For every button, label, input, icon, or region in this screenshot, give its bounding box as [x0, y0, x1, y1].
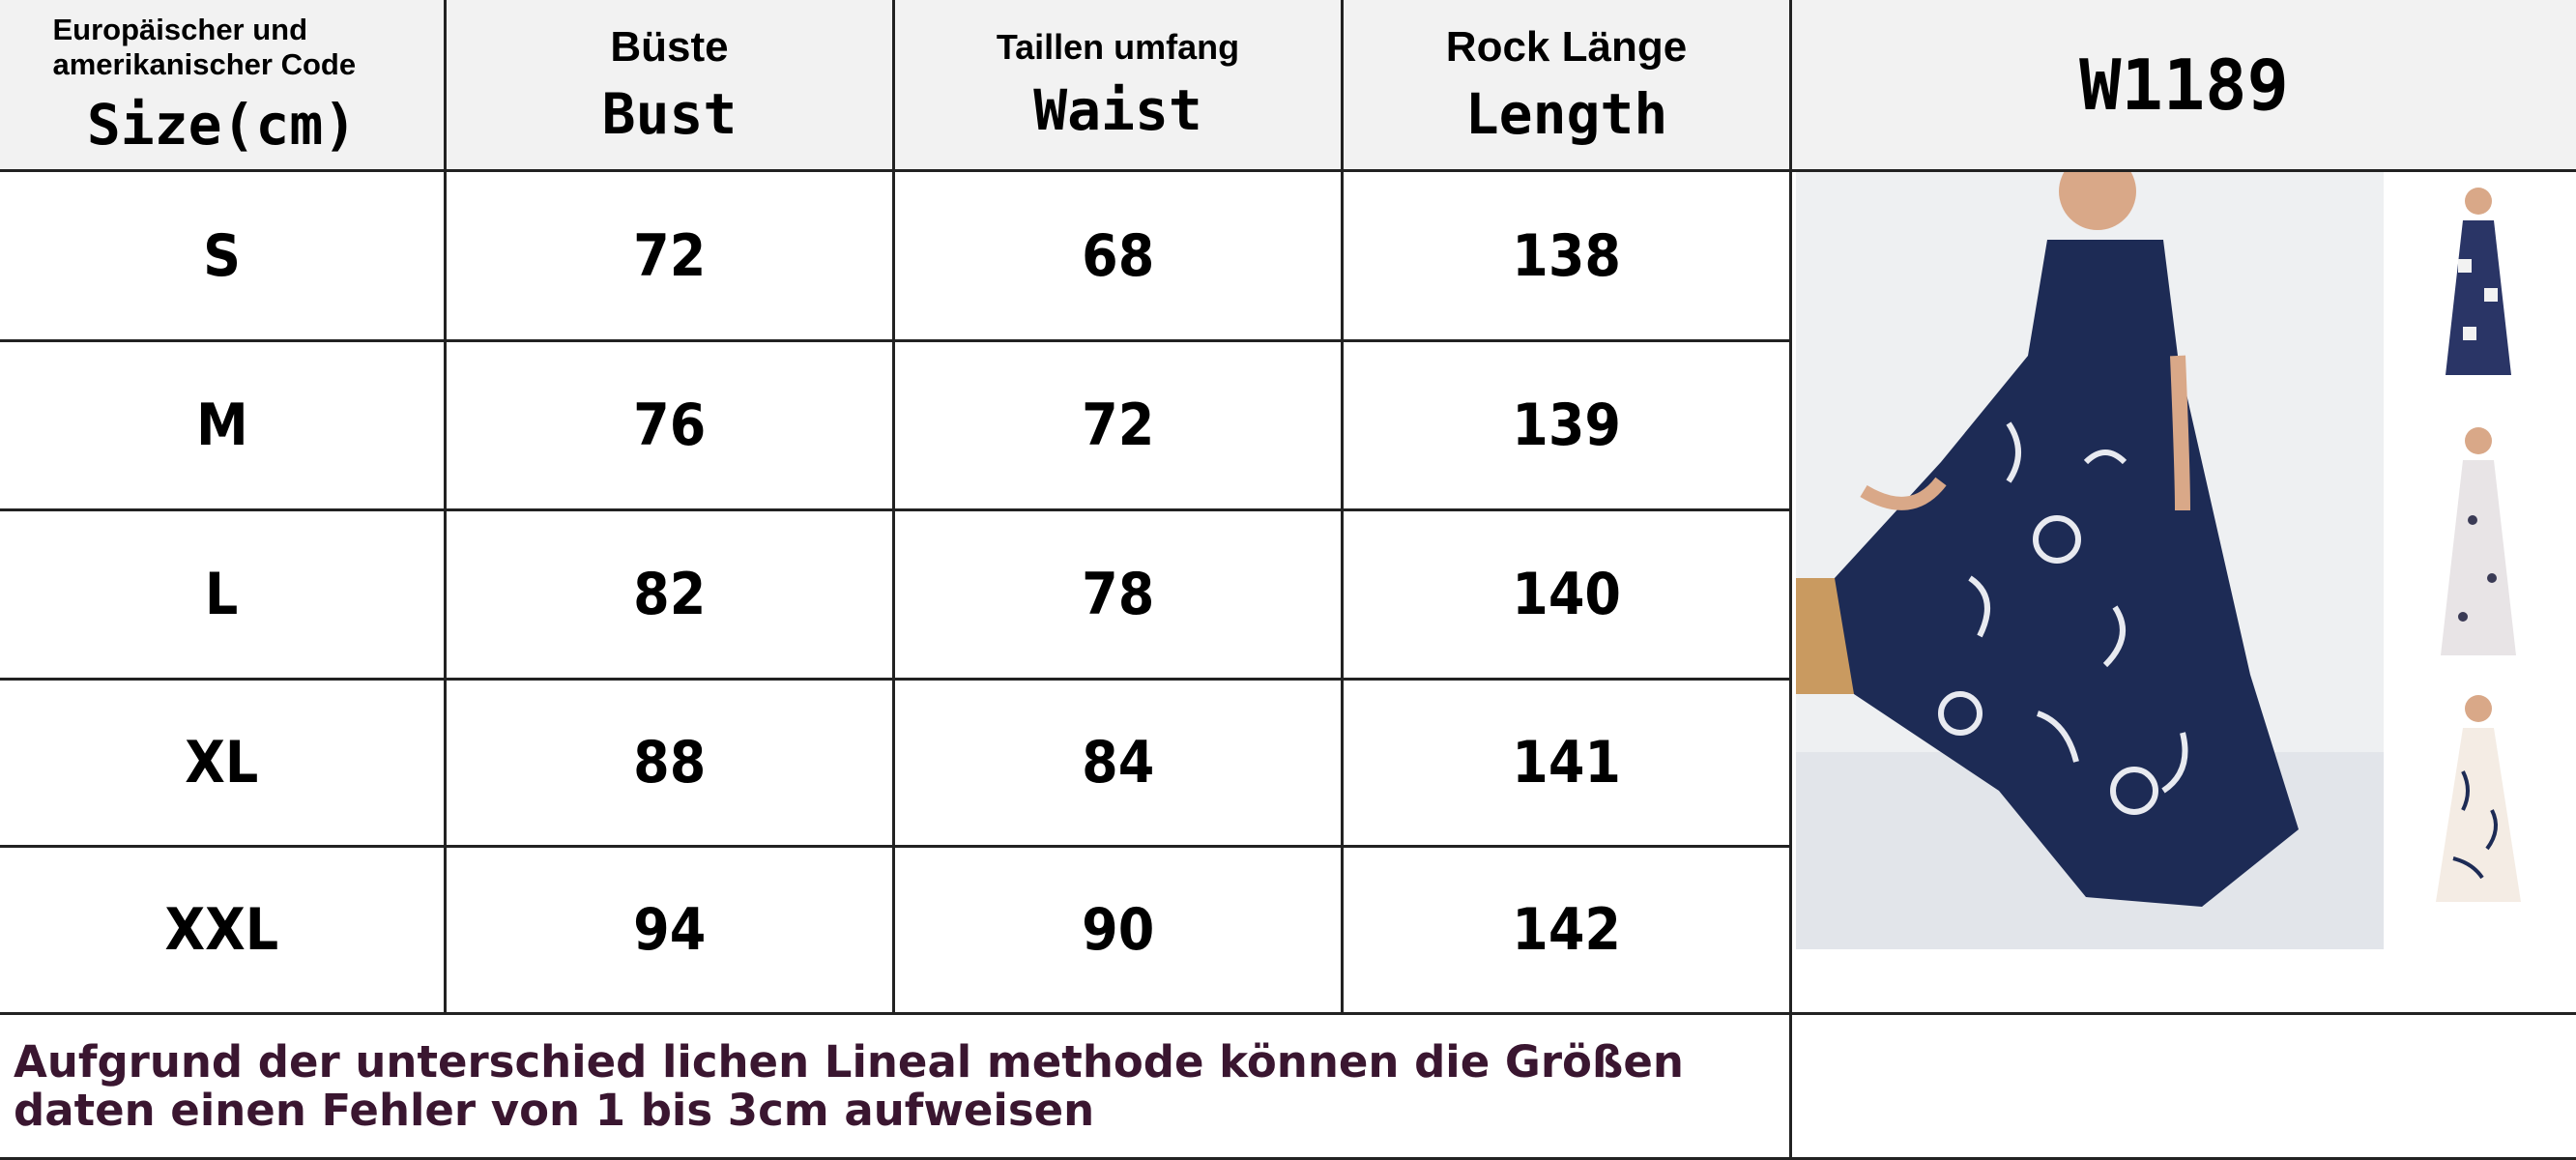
cell-value: 88: [632, 729, 707, 797]
product-photo: [1796, 172, 2575, 949]
table-cell: 72: [447, 172, 895, 342]
table-cell: M: [0, 342, 447, 511]
cell-value: 82: [632, 561, 707, 628]
header-label-en: Size(cm): [86, 91, 358, 158]
table-cell: 84: [895, 681, 1344, 848]
table-cell: XL: [0, 681, 447, 848]
model-code: W1189: [2079, 44, 2289, 126]
table-cell: 82: [447, 511, 895, 681]
header-label-en: Length: [1464, 80, 1668, 147]
cell-value: 68: [1081, 221, 1155, 290]
table-cell: 141: [1344, 681, 1792, 848]
cell-value: 78: [1081, 561, 1155, 628]
header-label-en: Bust: [601, 80, 738, 147]
header-label: Europäischer und amerikanischer Code: [52, 12, 357, 81]
table-cell: 138: [1344, 172, 1792, 342]
footer-note-line: daten einen Fehler von 1 bis 3cm aufweis…: [14, 1085, 1095, 1136]
cell-value: L: [205, 561, 239, 628]
table-cell: 78: [895, 511, 1344, 681]
cell-value: 72: [1081, 392, 1155, 459]
table-cell: 76: [447, 342, 895, 511]
cell-value: 94: [632, 896, 707, 964]
table-cell: 142: [1344, 848, 1792, 1015]
header-label: Rock Länge: [1445, 22, 1688, 71]
cell-value: S: [203, 221, 241, 290]
table-cell: L: [0, 511, 447, 681]
table-cell: 72: [895, 342, 1344, 511]
table-cell: 94: [447, 848, 895, 1015]
footer-note-line: Aufgrund der unterschied lichen Lineal m…: [14, 1036, 1684, 1088]
cell-value: M: [195, 392, 248, 459]
cell-value: 140: [1512, 561, 1621, 628]
photo-cell: [1792, 172, 2576, 1015]
table-cell: 90: [895, 848, 1344, 1015]
cell-value: 138: [1512, 221, 1621, 290]
table-cell: 88: [447, 681, 895, 848]
table-cell: 140: [1344, 511, 1792, 681]
header-cell: Europäischer und amerikanischer Code Size…: [0, 0, 447, 172]
cell-value: 139: [1512, 392, 1621, 459]
header-cell: Taillen umfang Waist: [895, 0, 1344, 172]
header-label-en: Waist: [1033, 76, 1202, 143]
cell-value: 72: [632, 221, 707, 290]
cell-value: 84: [1081, 729, 1155, 797]
cell-value: 90: [1081, 896, 1155, 964]
table-cell: XXL: [0, 848, 447, 1015]
cell-value: 141: [1512, 729, 1621, 797]
table-cell: 68: [895, 172, 1344, 342]
header-cell: Büste Bust: [447, 0, 895, 172]
cell-value: XXL: [164, 896, 279, 964]
header-cell: Rock Länge Length: [1344, 0, 1792, 172]
cell-value: 142: [1512, 896, 1621, 964]
table-cell: 139: [1344, 342, 1792, 511]
header-label: Büste: [610, 22, 729, 71]
cell-value: XL: [185, 729, 259, 797]
footer-cell: Aufgrund der unterschied lichen Lineal m…: [0, 1015, 1792, 1160]
cell-value: 76: [632, 392, 707, 459]
empty-cell: [1792, 1015, 2576, 1160]
model-cell: W1189: [1792, 0, 2576, 172]
header-label: Taillen umfang: [996, 26, 1240, 67]
table-cell: S: [0, 172, 447, 342]
